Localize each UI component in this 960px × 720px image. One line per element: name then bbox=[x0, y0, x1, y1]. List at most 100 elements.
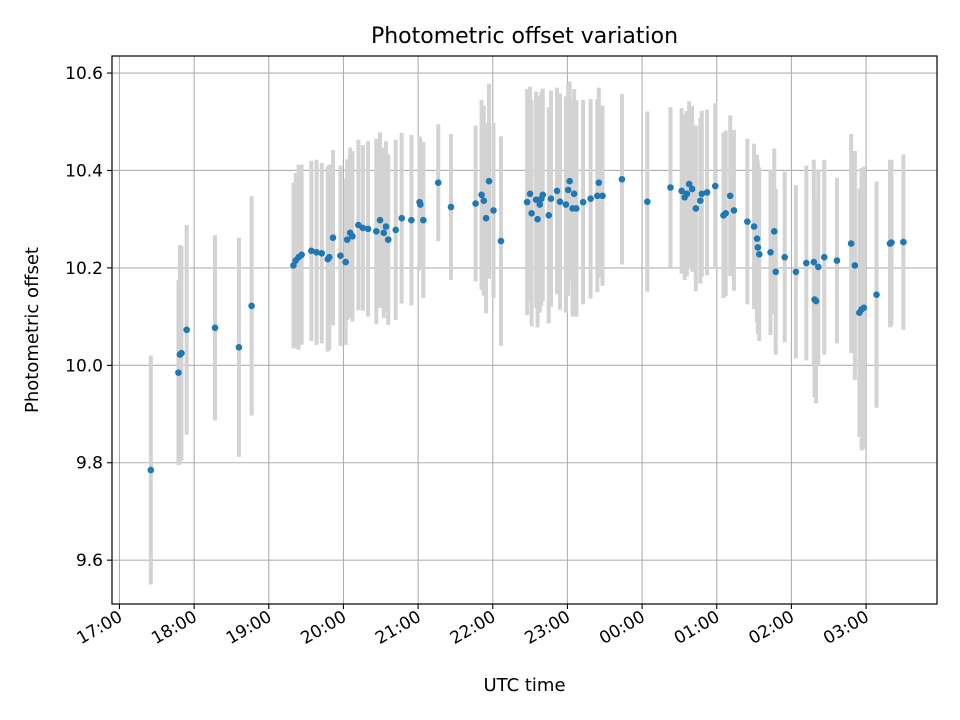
data-point bbox=[532, 196, 540, 203]
data-point bbox=[434, 179, 442, 186]
data-point bbox=[372, 228, 380, 235]
plot-frame bbox=[111, 55, 938, 605]
data-point bbox=[772, 268, 780, 276]
data-point bbox=[685, 180, 693, 188]
data-point bbox=[313, 249, 320, 256]
data-point bbox=[178, 349, 185, 357]
data-point bbox=[536, 201, 544, 208]
data-point bbox=[392, 226, 400, 234]
data-point bbox=[756, 250, 763, 258]
data-point bbox=[248, 302, 255, 310]
data-point bbox=[478, 191, 485, 199]
data-point bbox=[810, 258, 818, 266]
data-point bbox=[526, 190, 534, 198]
data-point bbox=[447, 203, 455, 211]
data-point bbox=[587, 195, 594, 203]
data-point bbox=[497, 237, 505, 245]
data-point bbox=[644, 198, 651, 205]
data-points bbox=[147, 175, 907, 474]
data-point bbox=[803, 259, 810, 267]
x-axis-label: UTC time bbox=[483, 675, 565, 696]
data-point bbox=[175, 369, 182, 376]
data-point bbox=[308, 247, 315, 255]
data-point bbox=[711, 182, 719, 190]
data-point bbox=[754, 244, 762, 251]
data-point bbox=[753, 235, 761, 242]
y-tick-label: 10.4 bbox=[65, 161, 103, 181]
data-point bbox=[888, 239, 895, 246]
data-point bbox=[812, 297, 820, 305]
data-point bbox=[539, 191, 547, 199]
data-point bbox=[472, 200, 479, 207]
data-point bbox=[692, 205, 700, 212]
data-point bbox=[298, 251, 305, 259]
data-point bbox=[318, 249, 326, 257]
y-tick-label: 10.0 bbox=[65, 356, 103, 376]
data-point bbox=[384, 236, 392, 243]
data-point bbox=[847, 240, 855, 247]
data-point bbox=[342, 258, 349, 266]
data-point bbox=[570, 190, 578, 198]
data-point bbox=[726, 192, 734, 200]
data-point bbox=[873, 291, 880, 298]
data-point bbox=[579, 198, 587, 206]
data-point bbox=[595, 179, 603, 186]
data-point bbox=[545, 211, 553, 219]
y-axis-label: Photometric offset bbox=[22, 247, 43, 413]
y-tick-label: 10.2 bbox=[65, 259, 103, 279]
data-point bbox=[547, 195, 555, 203]
data-point bbox=[730, 207, 738, 214]
data-point bbox=[678, 187, 685, 195]
data-point bbox=[534, 215, 541, 223]
data-point bbox=[781, 253, 788, 261]
data-point bbox=[325, 253, 333, 261]
data-point bbox=[235, 343, 243, 351]
chart-title: Photometric offset variation bbox=[371, 24, 678, 49]
data-point bbox=[359, 224, 367, 232]
data-point bbox=[599, 192, 606, 200]
y-tick-label: 9.8 bbox=[76, 454, 103, 474]
data-point bbox=[697, 197, 704, 204]
data-point bbox=[900, 238, 907, 246]
data-point bbox=[147, 466, 155, 474]
data-point bbox=[814, 263, 822, 271]
data-point bbox=[380, 229, 388, 237]
data-point bbox=[485, 177, 493, 185]
data-point bbox=[490, 207, 497, 214]
data-point bbox=[183, 326, 190, 334]
data-point bbox=[482, 214, 490, 222]
data-point bbox=[860, 304, 868, 312]
data-point bbox=[376, 216, 384, 224]
data-point bbox=[688, 185, 696, 193]
data-point bbox=[564, 186, 572, 194]
data-point bbox=[851, 262, 859, 269]
data-point bbox=[398, 214, 405, 222]
data-point bbox=[750, 223, 758, 230]
data-point bbox=[364, 225, 372, 233]
data-point bbox=[683, 190, 691, 198]
data-point bbox=[698, 190, 706, 198]
data-point bbox=[408, 216, 415, 224]
data-point bbox=[349, 232, 356, 240]
data-point bbox=[833, 257, 841, 264]
data-point bbox=[820, 253, 828, 261]
data-point bbox=[703, 189, 711, 196]
data-point bbox=[767, 249, 774, 256]
data-point bbox=[744, 218, 751, 225]
data-point bbox=[593, 192, 601, 200]
data-point bbox=[211, 324, 219, 332]
data-point bbox=[553, 187, 561, 195]
data-point bbox=[792, 268, 800, 276]
data-point bbox=[722, 210, 730, 217]
data-point bbox=[667, 184, 674, 191]
data-point bbox=[329, 234, 337, 241]
data-point bbox=[337, 252, 344, 260]
data-point bbox=[562, 201, 570, 208]
data-point bbox=[343, 236, 351, 243]
data-point bbox=[523, 198, 531, 206]
data-point bbox=[480, 197, 488, 204]
data-point bbox=[618, 175, 626, 183]
y-tick-label: 9.6 bbox=[76, 551, 103, 571]
data-point bbox=[556, 198, 564, 205]
